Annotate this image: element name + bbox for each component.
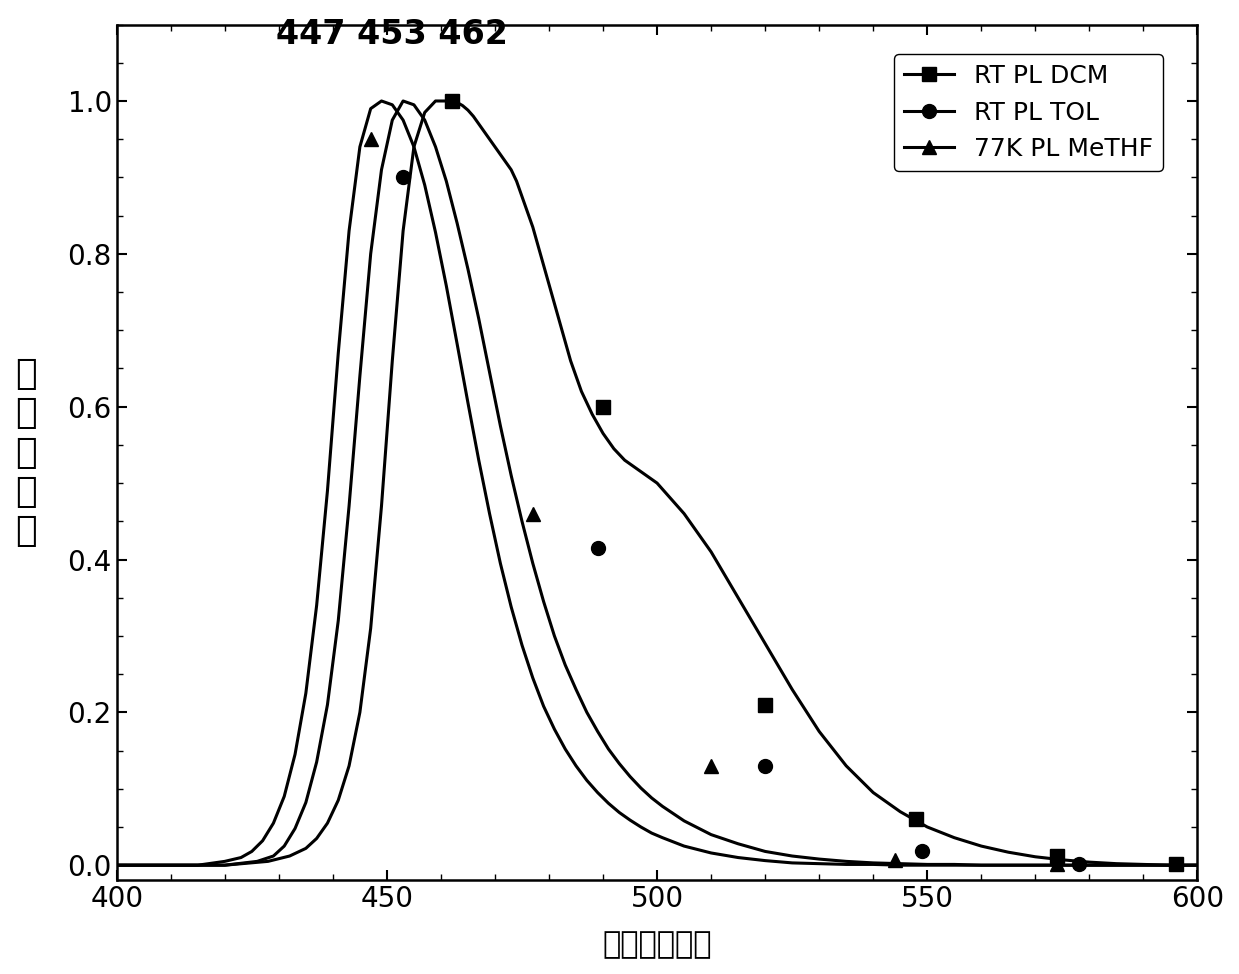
Legend: RT PL DCM, RT PL TOL, 77K PL MeTHF: RT PL DCM, RT PL TOL, 77K PL MeTHF bbox=[895, 55, 1163, 171]
Y-axis label: 归
一
化
强
度: 归 一 化 强 度 bbox=[15, 356, 37, 548]
X-axis label: 波长（纳米）: 波长（纳米） bbox=[602, 930, 712, 959]
Text: 447 453 462: 447 453 462 bbox=[276, 19, 508, 52]
